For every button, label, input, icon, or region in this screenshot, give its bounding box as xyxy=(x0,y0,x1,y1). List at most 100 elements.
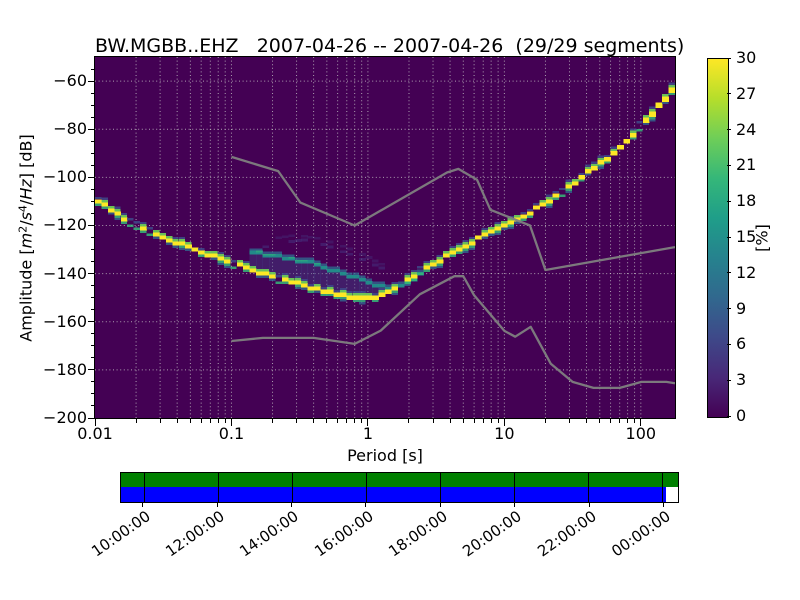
y-tick xyxy=(88,224,95,226)
psd-faint-arcs xyxy=(262,234,386,270)
x-minor-tick xyxy=(544,419,546,423)
noise-model-lines xyxy=(231,155,675,390)
timeline-tick xyxy=(217,473,219,502)
x-minor-tick xyxy=(159,419,161,423)
x-minor-tick xyxy=(449,419,451,423)
y-axis-label: Amplitude [m2/s4/Hz] [dB] xyxy=(16,134,36,342)
y-minor-tick xyxy=(91,164,95,166)
colorbar-tick-label: 21 xyxy=(736,155,757,175)
time-tick xyxy=(291,503,293,507)
x-minor-tick xyxy=(346,419,348,423)
timeline-tick xyxy=(588,473,590,502)
x-minor-tick xyxy=(490,419,492,423)
y-tick xyxy=(88,80,95,82)
x-minor-tick xyxy=(497,419,499,423)
x-minor-tick xyxy=(326,419,328,423)
timeline-gap xyxy=(665,487,678,502)
time-tick xyxy=(216,503,218,507)
y-minor-tick xyxy=(91,152,95,154)
y-minor-tick xyxy=(91,116,95,118)
colorbar-tick xyxy=(727,272,731,274)
y-minor-tick xyxy=(91,188,95,190)
x-minor-tick xyxy=(482,419,484,423)
x-minor-tick xyxy=(408,419,410,423)
y-minor-tick xyxy=(91,237,95,238)
time-tick xyxy=(588,503,590,507)
x-minor-tick xyxy=(354,419,356,423)
y-minor-tick xyxy=(91,381,95,383)
y-tick-label: −60 xyxy=(53,71,87,91)
timeline-bar xyxy=(120,472,679,503)
psd-mode-line xyxy=(95,82,675,305)
y-tick-label: −80 xyxy=(53,119,87,139)
x-minor-tick xyxy=(586,419,588,423)
y-tick-label: −200 xyxy=(43,408,87,428)
x-minor-tick xyxy=(296,419,298,423)
colorbar-tick-label: 9 xyxy=(736,298,747,318)
y-minor-tick xyxy=(91,357,95,359)
colorbar-tick-label: 12 xyxy=(736,262,757,282)
colorbar-tick-label: 3 xyxy=(736,370,747,390)
y-minor-tick xyxy=(91,285,95,287)
x-minor-tick xyxy=(361,419,363,423)
colorbar xyxy=(707,58,729,418)
colorbar-tick-label: 15 xyxy=(736,227,757,247)
x-tick-label: 0.01 xyxy=(77,424,113,443)
y-tick xyxy=(88,417,95,419)
grid xyxy=(95,57,675,418)
y-tick xyxy=(88,369,95,371)
colorbar-tick xyxy=(727,164,731,166)
time-tick xyxy=(514,503,516,507)
x-tick xyxy=(367,419,369,426)
y-minor-tick xyxy=(91,212,95,214)
x-tick-label: 0.1 xyxy=(218,424,245,443)
y-minor-tick xyxy=(91,297,95,299)
x-axis-label: Period [s] xyxy=(347,446,423,465)
colorbar-tick xyxy=(727,129,731,131)
x-minor-tick xyxy=(313,419,315,423)
x-tick-label: 10 xyxy=(494,424,515,443)
x-minor-tick xyxy=(462,419,464,423)
x-minor-tick xyxy=(337,419,339,423)
x-minor-tick xyxy=(135,419,137,423)
y-minor-tick xyxy=(91,345,95,347)
y-tick-label: −100 xyxy=(43,167,87,187)
x-tick xyxy=(503,419,505,426)
y-minor-tick xyxy=(91,104,95,106)
colorbar-tick-label: 6 xyxy=(736,334,747,354)
y-tick-label: −180 xyxy=(43,359,87,379)
time-tick xyxy=(662,503,664,507)
colorbar-tick-label: 27 xyxy=(736,83,757,103)
y-tick-label: −120 xyxy=(43,215,87,235)
colorbar-tick xyxy=(727,415,731,417)
x-tick xyxy=(94,419,96,426)
colorbar-tick-label: 24 xyxy=(736,119,757,139)
colorbar-tick xyxy=(727,379,731,381)
time-tick xyxy=(365,503,367,507)
colorbar-tick xyxy=(727,93,731,95)
x-minor-tick xyxy=(189,419,191,423)
chart-title: BW.MGBB..EHZ 2007-04-26 -- 2007-04-26 (2… xyxy=(95,35,685,57)
y-minor-tick xyxy=(91,405,95,407)
x-minor-tick xyxy=(217,419,219,423)
colorbar-tick-label: 30 xyxy=(736,48,757,68)
x-tick xyxy=(230,419,232,426)
colorbar-tick xyxy=(727,200,731,202)
x-minor-tick xyxy=(272,419,274,423)
y-minor-tick xyxy=(91,68,95,70)
psd-histogram-canvas xyxy=(95,57,675,418)
x-minor-tick xyxy=(473,419,475,423)
timeline-green-bar xyxy=(121,473,678,487)
y-minor-tick xyxy=(91,249,95,251)
timeline-tick xyxy=(662,473,664,502)
x-minor-tick xyxy=(627,419,629,423)
y-minor-tick xyxy=(91,92,95,94)
timeline-tick xyxy=(366,473,368,502)
x-minor-tick xyxy=(568,419,570,423)
psd-plot-area xyxy=(94,56,676,419)
y-tick-label: −140 xyxy=(43,263,87,283)
x-tick-label: 1 xyxy=(362,424,373,443)
timeline-tick xyxy=(291,473,293,502)
y-tick-label: −160 xyxy=(43,311,87,331)
